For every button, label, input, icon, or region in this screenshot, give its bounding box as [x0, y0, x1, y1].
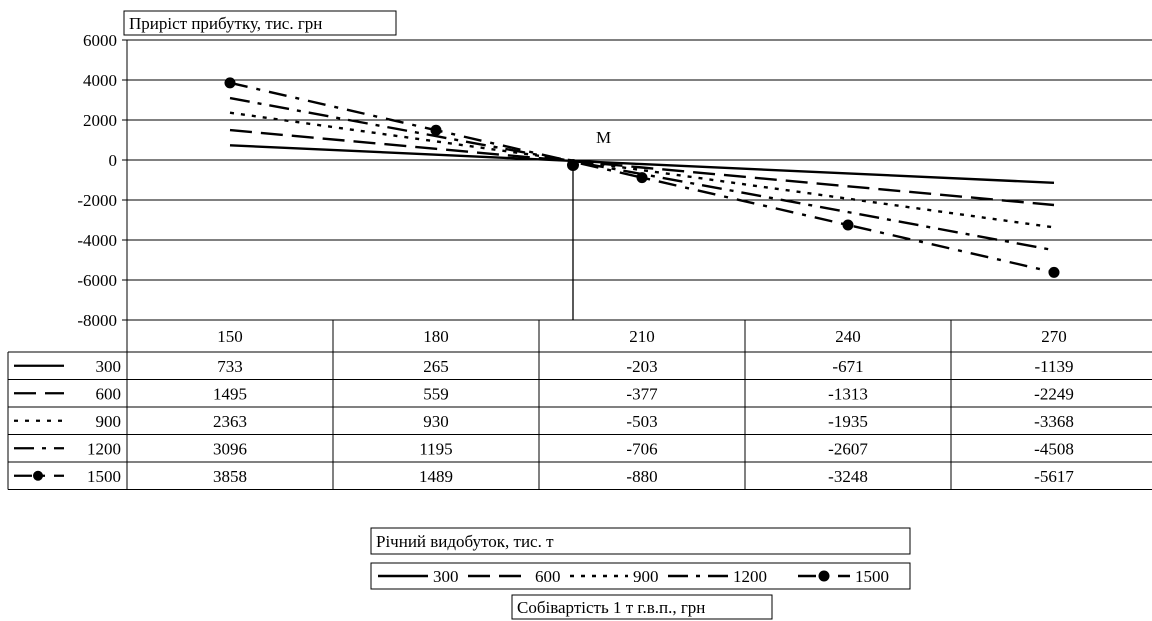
table-cell-value: 2363	[213, 412, 247, 431]
table-row-series-name: 1500	[87, 467, 121, 486]
table-cell-value: 1195	[419, 439, 452, 458]
x-axis-title: Собівартість 1 т г.в.п., грн	[517, 598, 705, 617]
legend-label-900: 900	[633, 567, 659, 586]
legend: 300 600 900 1200 1500	[378, 567, 889, 586]
table-cell-value: -503	[626, 412, 657, 431]
series-line-300	[229, 144, 1055, 184]
series-point-1500	[842, 219, 854, 231]
y-tick-label: -8000	[77, 311, 117, 330]
y-axis-title-box	[123, 10, 397, 36]
table-cell-value: -1313	[828, 384, 868, 403]
table-cell-value: -377	[626, 384, 658, 403]
y-tick-label: 0	[109, 151, 118, 170]
table-row-key-marker	[33, 470, 43, 481]
series-point-1500	[224, 77, 236, 89]
table-row-series-name: 900	[96, 412, 122, 431]
table-row-series-name: 1200	[87, 439, 121, 458]
y-axis-ticks: 6000 4000 2000 0 -2000 -4000 -6000 -8000	[77, 31, 128, 330]
y-tick-label: -4000	[77, 231, 117, 250]
series-point-1500	[636, 172, 648, 184]
x-tick-label: 240	[835, 327, 861, 346]
y-tick-label: -2000	[77, 191, 117, 210]
table-cell-value: -706	[626, 439, 657, 458]
x-tick-label: 150	[217, 327, 243, 346]
legend-label-1200: 1200	[733, 567, 767, 586]
series-point-1500	[1048, 266, 1060, 278]
table-cell-value: 3096	[213, 439, 247, 458]
table-cell-value: 1489	[419, 467, 453, 486]
y-axis-title: Приріст прибутку, тис. грн	[129, 14, 322, 33]
table-cell-value: -3368	[1034, 412, 1074, 431]
series-line-600	[229, 128, 1055, 207]
table-cell-value: 559	[423, 384, 449, 403]
gridlines	[127, 39, 1152, 321]
series-markers	[224, 77, 1060, 278]
table-cell-value: 930	[423, 412, 449, 431]
table-row-series-name: 300	[96, 357, 122, 376]
table-cell-value: -203	[626, 357, 657, 376]
legend-label-300: 300	[433, 567, 459, 586]
data-table: 150 180 210 240 270 300 733 265 -203 -671 -1139 600…	[7, 319, 1152, 490]
series-line-900	[229, 111, 1055, 229]
point-m-label: М	[596, 128, 611, 147]
table-cell-value: 733	[217, 357, 243, 376]
table-cell-value: -671	[832, 357, 863, 376]
table-cell-value: -3248	[828, 467, 868, 486]
table-cell-value: -2607	[828, 439, 868, 458]
x-axis-title-box	[511, 594, 773, 620]
point-m-marker	[567, 159, 579, 171]
legend-title: Річний видобуток, тис. т	[376, 532, 554, 551]
table-cell-value: -2249	[1034, 384, 1074, 403]
x-tick-label: 270	[1041, 327, 1067, 346]
table-cell-value: -5617	[1034, 467, 1074, 486]
table-cell-value: 265	[423, 357, 449, 376]
y-tick-label: 2000	[83, 111, 117, 130]
y-tick-label: 4000	[83, 71, 117, 90]
y-tick-label: -6000	[77, 271, 117, 290]
table-cell-value: -880	[626, 467, 657, 486]
legend-label-1500: 1500	[855, 567, 889, 586]
table-cell-value: -1139	[1034, 357, 1073, 376]
legend-title-box	[370, 527, 911, 555]
series-point-1500	[430, 124, 442, 136]
table-cell-value: 1495	[213, 384, 247, 403]
x-tick-label: 210	[629, 327, 655, 346]
legend-key-marker-1500	[818, 570, 830, 582]
table-cell-value: 3858	[213, 467, 247, 486]
y-tick-label: 6000	[83, 31, 117, 50]
table-cell-value: -4508	[1034, 439, 1074, 458]
x-tick-label: 180	[423, 327, 449, 346]
table-cell-value: -1935	[828, 412, 868, 431]
table-row-series-name: 600	[96, 384, 122, 403]
legend-label-600: 600	[535, 567, 561, 586]
